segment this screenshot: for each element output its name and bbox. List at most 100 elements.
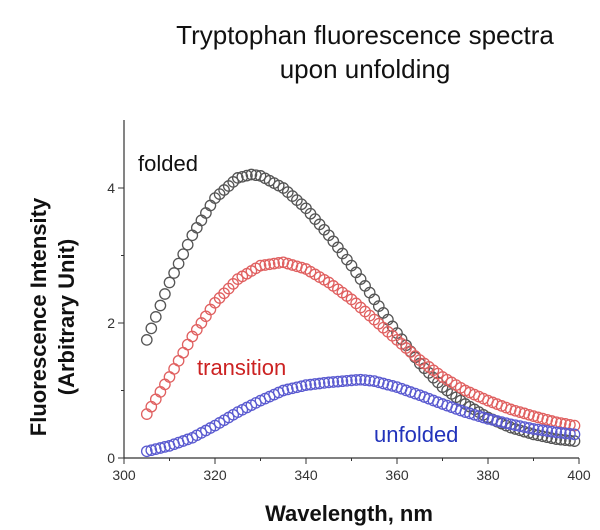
data-point-transition xyxy=(159,378,171,391)
x-tick-label: 320 xyxy=(203,467,227,483)
series-label-transition: transition xyxy=(197,355,286,380)
data-point-folded xyxy=(186,229,199,242)
data-point-transition xyxy=(268,257,280,270)
x-tick-label: 340 xyxy=(294,467,318,483)
data-point-folded xyxy=(231,172,244,184)
data-point-unfolded xyxy=(341,374,353,387)
data-point-folded xyxy=(241,169,253,182)
data-point-unfolded xyxy=(309,378,321,390)
data-point-transition xyxy=(168,363,180,375)
y-axis-title-line-2: (Arbitrary Unit) xyxy=(54,239,79,395)
data-point-transition xyxy=(177,346,190,359)
data-point-unfolded xyxy=(559,427,572,440)
data-point-unfolded xyxy=(350,374,362,386)
data-point-folded xyxy=(245,168,258,181)
data-point-unfolded xyxy=(359,374,371,386)
data-point-unfolded xyxy=(286,382,299,395)
y-tick-label: 4 xyxy=(107,180,115,196)
data-point-transition xyxy=(254,259,267,272)
data-point-unfolded xyxy=(554,427,567,439)
chart-title-line-2: upon unfolding xyxy=(279,54,451,84)
data-point-unfolded xyxy=(514,420,526,432)
data-point-transition xyxy=(149,393,162,406)
data-point-unfolded xyxy=(545,425,558,438)
x-tick-label: 360 xyxy=(385,467,409,483)
data-point-unfolded xyxy=(550,426,563,439)
data-point-unfolded xyxy=(300,379,312,391)
data-point-unfolded xyxy=(486,414,499,426)
data-point-transition xyxy=(559,418,572,430)
data-point-unfolded xyxy=(363,374,376,387)
data-point-folded xyxy=(163,276,176,289)
chart-title: Tryptophan fluorescence spectra upon unf… xyxy=(0,18,600,86)
x-axis-title: Wavelength, nm xyxy=(265,501,433,526)
data-point-unfolded xyxy=(281,383,294,396)
data-point-folded xyxy=(236,170,249,183)
data-point-transition xyxy=(140,408,153,420)
data-point-transition xyxy=(354,301,367,314)
data-point-unfolded xyxy=(318,377,331,389)
data-point-unfolded xyxy=(523,422,535,434)
data-point-unfolded xyxy=(568,428,581,441)
y-tick-label: 2 xyxy=(107,315,115,331)
series-layer xyxy=(140,168,581,458)
data-point-transition xyxy=(145,400,158,413)
data-point-unfolded xyxy=(336,375,349,388)
y-tick-label: 0 xyxy=(107,450,115,466)
data-point-folded xyxy=(168,267,180,279)
data-point-unfolded xyxy=(518,421,531,433)
series-transition xyxy=(140,256,581,432)
data-point-unfolded xyxy=(149,443,162,455)
data-point-folded xyxy=(159,288,171,300)
data-point-folded xyxy=(177,248,190,261)
data-point-unfolded xyxy=(354,373,367,386)
data-point-unfolded xyxy=(345,374,358,387)
chart-title-line-1: Tryptophan fluorescence spectra xyxy=(176,20,554,50)
x-tick-label: 400 xyxy=(567,467,591,483)
data-point-unfolded xyxy=(154,442,167,454)
data-point-folded xyxy=(181,238,194,251)
data-point-folded xyxy=(195,214,208,227)
data-point-unfolded xyxy=(291,381,303,394)
data-point-unfolded xyxy=(564,428,576,440)
data-point-unfolded xyxy=(295,380,308,393)
series-unfolded xyxy=(140,373,581,458)
data-point-folded xyxy=(154,299,167,312)
ticks: 300 320 340 360 380 400 0 2 4 xyxy=(107,180,591,483)
data-point-unfolded xyxy=(541,425,554,437)
data-point-transition xyxy=(154,386,167,398)
data-point-unfolded xyxy=(140,445,153,458)
data-point-unfolded xyxy=(327,376,340,388)
data-point-unfolded xyxy=(500,417,513,430)
data-point-folded xyxy=(190,221,203,234)
data-point-transition xyxy=(259,259,271,271)
data-point-unfolded xyxy=(368,375,381,387)
data-point-unfolded xyxy=(532,423,544,436)
data-point-unfolded xyxy=(527,423,540,435)
data-point-folded xyxy=(172,257,185,270)
data-point-transition xyxy=(263,258,276,271)
data-point-folded xyxy=(204,199,217,212)
data-point-unfolded xyxy=(304,378,317,391)
data-point-unfolded xyxy=(277,384,290,397)
data-point-folded xyxy=(200,207,212,219)
x-tick-label: 380 xyxy=(476,467,500,483)
data-point-unfolded xyxy=(536,424,549,437)
data-point-folded xyxy=(149,311,162,323)
data-point-unfolded xyxy=(322,376,335,389)
y-axis-title-line-1: Fluorescence Intensity xyxy=(26,197,51,436)
data-point-unfolded xyxy=(145,444,158,457)
data-point-unfolded xyxy=(313,377,326,390)
data-point-unfolded xyxy=(504,418,517,431)
data-point-unfolded xyxy=(332,375,344,388)
series-label-folded: folded xyxy=(138,151,198,176)
labels: Wavelength, nm Fluorescence Intensity (A… xyxy=(26,151,458,526)
data-point-unfolded xyxy=(482,413,494,425)
data-point-unfolded xyxy=(491,415,503,427)
data-point-transition xyxy=(272,257,285,269)
data-point-folded xyxy=(140,334,153,346)
data-point-folded xyxy=(145,322,158,335)
x-tick-label: 300 xyxy=(112,467,136,483)
data-point-unfolded xyxy=(509,419,522,432)
